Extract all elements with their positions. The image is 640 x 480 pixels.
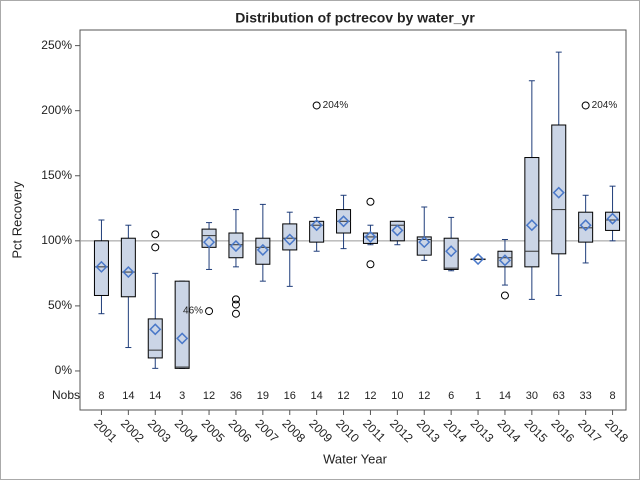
nobs-label: Nobs [52, 388, 80, 402]
box [578, 211, 594, 243]
outlier [581, 101, 590, 110]
nobs-value: 12 [337, 390, 349, 402]
box [443, 237, 459, 270]
mean-marker [418, 236, 431, 249]
y-tick-label: 200% [41, 103, 72, 117]
outlier-label: 204% [592, 100, 618, 111]
nobs-value: 8 [609, 390, 615, 402]
mean-marker [525, 219, 538, 232]
outlier [151, 230, 160, 239]
box [389, 220, 405, 242]
mean-marker [283, 233, 296, 246]
mean-marker [445, 245, 458, 258]
box [255, 237, 271, 265]
nobs-value: 12 [203, 390, 215, 402]
mean-marker [337, 215, 350, 228]
box [362, 232, 378, 244]
mean-marker [149, 323, 162, 336]
nobs-value: 10 [391, 390, 403, 402]
nobs-value: 19 [257, 390, 269, 402]
y-tick-label: 0% [55, 363, 73, 377]
mean-marker [176, 332, 189, 345]
outlier-label: 204% [323, 100, 349, 111]
outlier [312, 101, 321, 110]
nobs-value: 33 [580, 390, 592, 402]
mean-marker [552, 186, 565, 199]
chart-title: Distribution of pctrecov by water_yr [235, 10, 475, 26]
outlier [151, 243, 160, 252]
nobs-value: 14 [122, 390, 134, 402]
mean-marker [364, 230, 377, 243]
mean-marker [229, 239, 243, 253]
y-tick-label: 150% [41, 168, 72, 182]
nobs-value: 12 [364, 390, 376, 402]
box [174, 280, 190, 369]
box [497, 250, 513, 268]
mean-marker [122, 265, 135, 279]
y-tick-label: 100% [41, 233, 72, 247]
mean-marker [579, 219, 592, 232]
mean-marker [202, 236, 216, 249]
mean-marker [95, 260, 108, 273]
nobs-value: 12 [418, 390, 430, 402]
nobs-value: 36 [230, 390, 242, 402]
box [93, 240, 109, 296]
outlier [366, 260, 375, 269]
nobs-value: 16 [284, 390, 296, 402]
mean-marker [471, 252, 485, 266]
nobs-value: 30 [526, 390, 538, 402]
y-tick-label: 250% [41, 38, 72, 52]
y-axis-label: Pct Recovery [9, 181, 24, 259]
mean-marker [310, 219, 323, 232]
mean-marker [256, 243, 269, 256]
nobs-value: 14 [499, 390, 511, 402]
y-tick-label: 50% [48, 298, 72, 312]
mean-marker [391, 224, 404, 237]
outlier-label: 46% [183, 306, 203, 317]
outlier [231, 309, 240, 318]
outlier [231, 295, 240, 304]
outlier [366, 197, 375, 206]
nobs-value: 14 [149, 390, 161, 402]
outlier [205, 307, 214, 316]
nobs-value: 14 [311, 390, 323, 402]
nobs-value: 6 [448, 390, 454, 402]
nobs-value: 8 [98, 390, 104, 402]
nobs-value: 3 [179, 390, 185, 402]
plot-area [79, 29, 627, 411]
x-axis-label: Water Year [323, 451, 388, 466]
box [605, 211, 621, 231]
box [551, 124, 567, 255]
nobs-value: 63 [553, 390, 565, 402]
outlier [231, 300, 240, 309]
box [228, 232, 244, 259]
nobs-value: 1 [475, 390, 481, 402]
box [201, 228, 217, 248]
box [282, 223, 298, 251]
outlier [500, 291, 509, 300]
box [524, 157, 540, 268]
mean-marker [606, 212, 619, 225]
mean-marker [498, 254, 512, 267]
